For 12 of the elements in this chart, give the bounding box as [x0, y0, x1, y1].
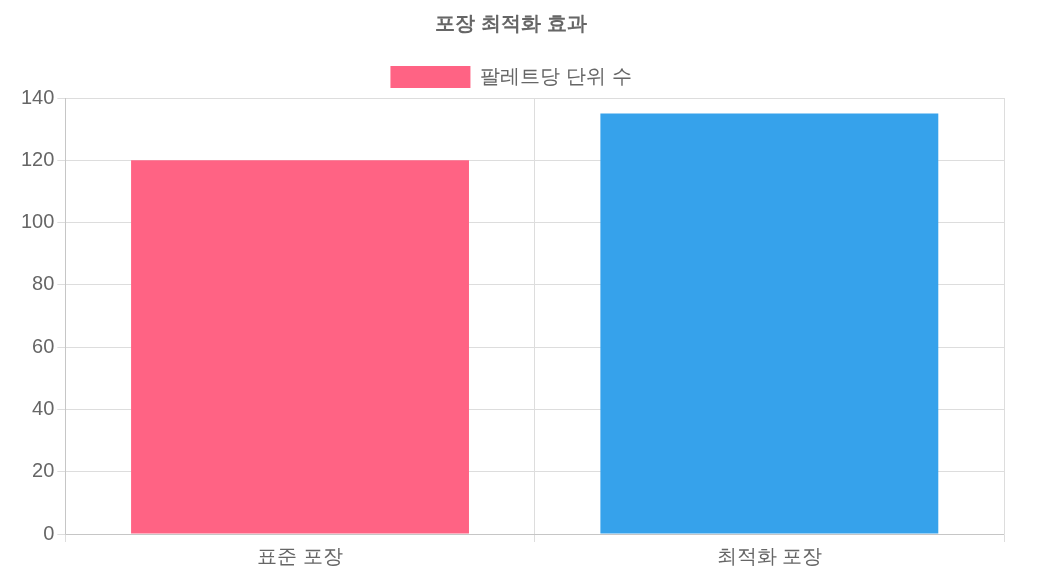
x-tick-label: 표준 포장	[257, 544, 343, 567]
y-tick-label: 20	[32, 459, 55, 482]
legend-label: 팔레트당 단위 수	[480, 64, 632, 87]
y-tick-label: 0	[43, 521, 55, 544]
y-tick-label: 40	[32, 396, 55, 419]
y-tick-label: 100	[20, 210, 55, 233]
y-tick-label: 80	[32, 272, 55, 295]
y-tick-label: 60	[32, 334, 55, 357]
y-tick-label: 140	[20, 85, 55, 108]
chart-title: 포장 최적화 효과	[435, 11, 587, 34]
y-tick-label: 120	[20, 147, 55, 170]
x-tick-label: 최적화 포장	[716, 544, 823, 567]
